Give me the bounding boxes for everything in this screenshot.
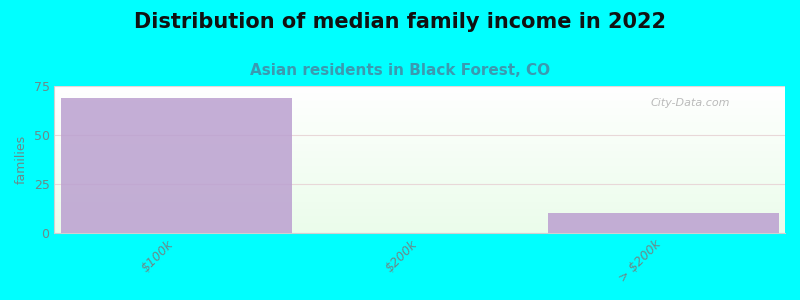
Bar <box>61 98 292 233</box>
Text: City-Data.com: City-Data.com <box>650 98 730 108</box>
Text: Asian residents in Black Forest, CO: Asian residents in Black Forest, CO <box>250 63 550 78</box>
Text: Distribution of median family income in 2022: Distribution of median family income in … <box>134 12 666 32</box>
Bar <box>547 213 779 233</box>
Y-axis label: families: families <box>15 135 28 184</box>
